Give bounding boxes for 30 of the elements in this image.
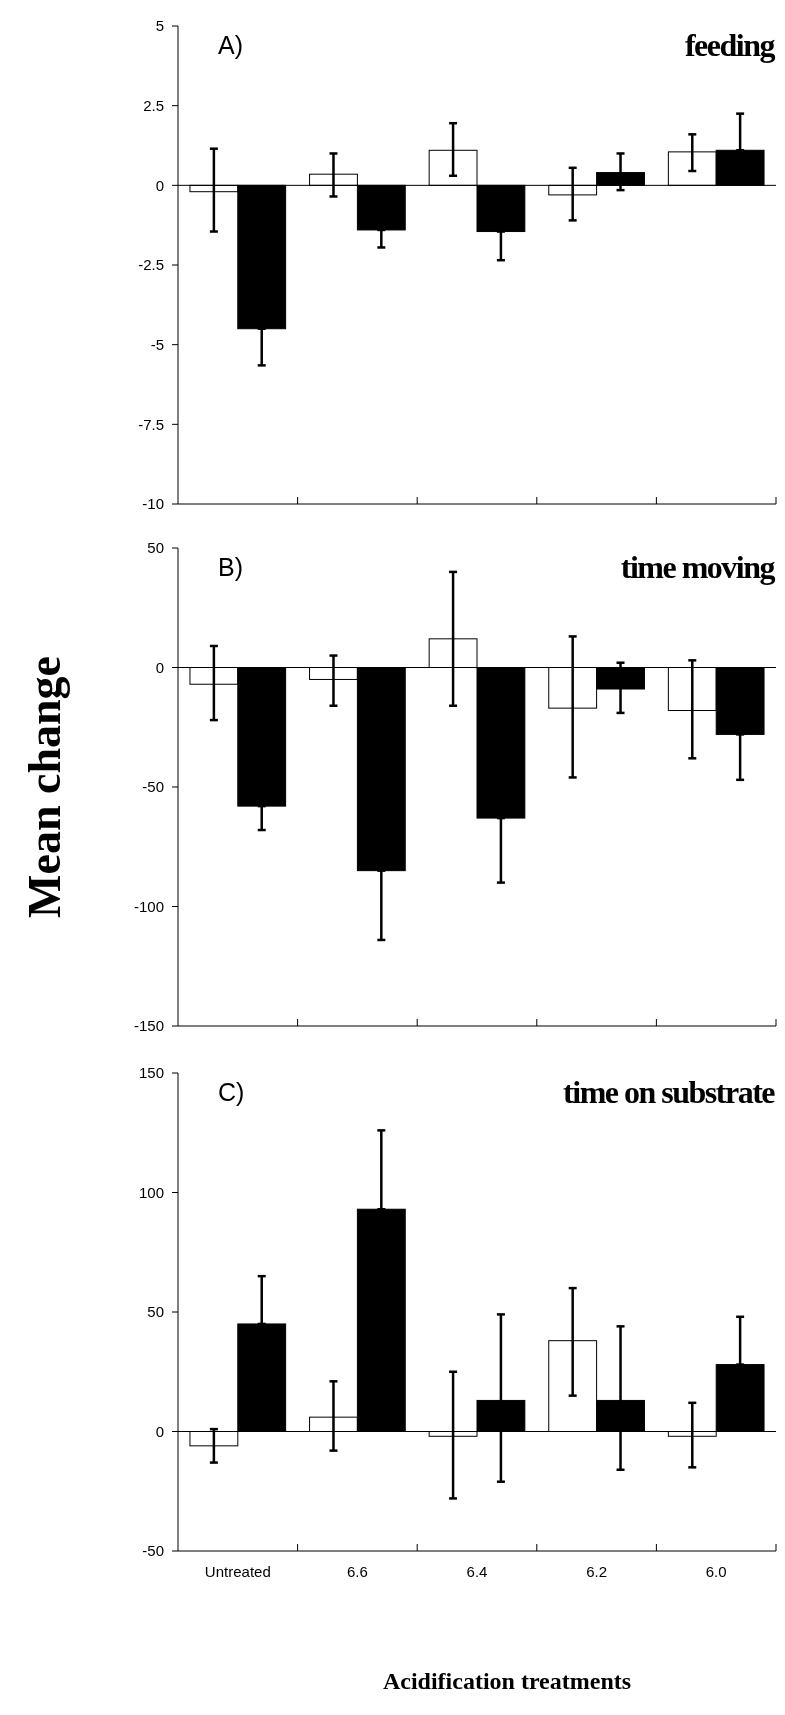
x-tick-label: 6.4 [466,1563,488,1580]
x-axis-title: Acidification treatments [382,1668,632,1694]
y-tick-label: -2.5 [138,256,164,274]
y-tick-label: -50 [142,778,164,796]
chart-title: feeding [684,27,776,63]
y-tick-label: 50 [147,539,164,557]
y-tick-label: 100 [138,1183,164,1201]
y-tick-label: -5 [150,335,164,353]
chart-title: time moving [620,549,776,585]
y-tick-label: 2.5 [143,96,164,114]
y-tick-label: 0 [155,176,164,194]
y-tick-label: -100 [133,897,164,915]
annotation: A) [218,31,243,59]
y-tick-label: 150 [138,1064,164,1082]
annotation: C) [218,1078,245,1106]
y-tick-label: -50 [142,1542,164,1560]
y-tick-label: 0 [155,658,164,676]
x-tick-label: Untreated [204,1563,271,1580]
annotation: B) [218,553,243,581]
x-tick-label: 6.2 [586,1563,608,1580]
x-tick-label: 6.6 [346,1563,368,1580]
y-tick-label: 5 [155,17,164,35]
chart-title: time on substrate [563,1074,776,1110]
x-tick-label: 6.0 [705,1563,727,1580]
y-axis-title: Mean change [19,656,70,918]
y-tick-label: 50 [147,1303,164,1321]
y-tick-label: -150 [133,1017,164,1035]
y-tick-label: -10 [142,495,164,513]
y-tick-label: -7.5 [138,415,164,433]
y-tick-label: 0 [155,1422,164,1440]
